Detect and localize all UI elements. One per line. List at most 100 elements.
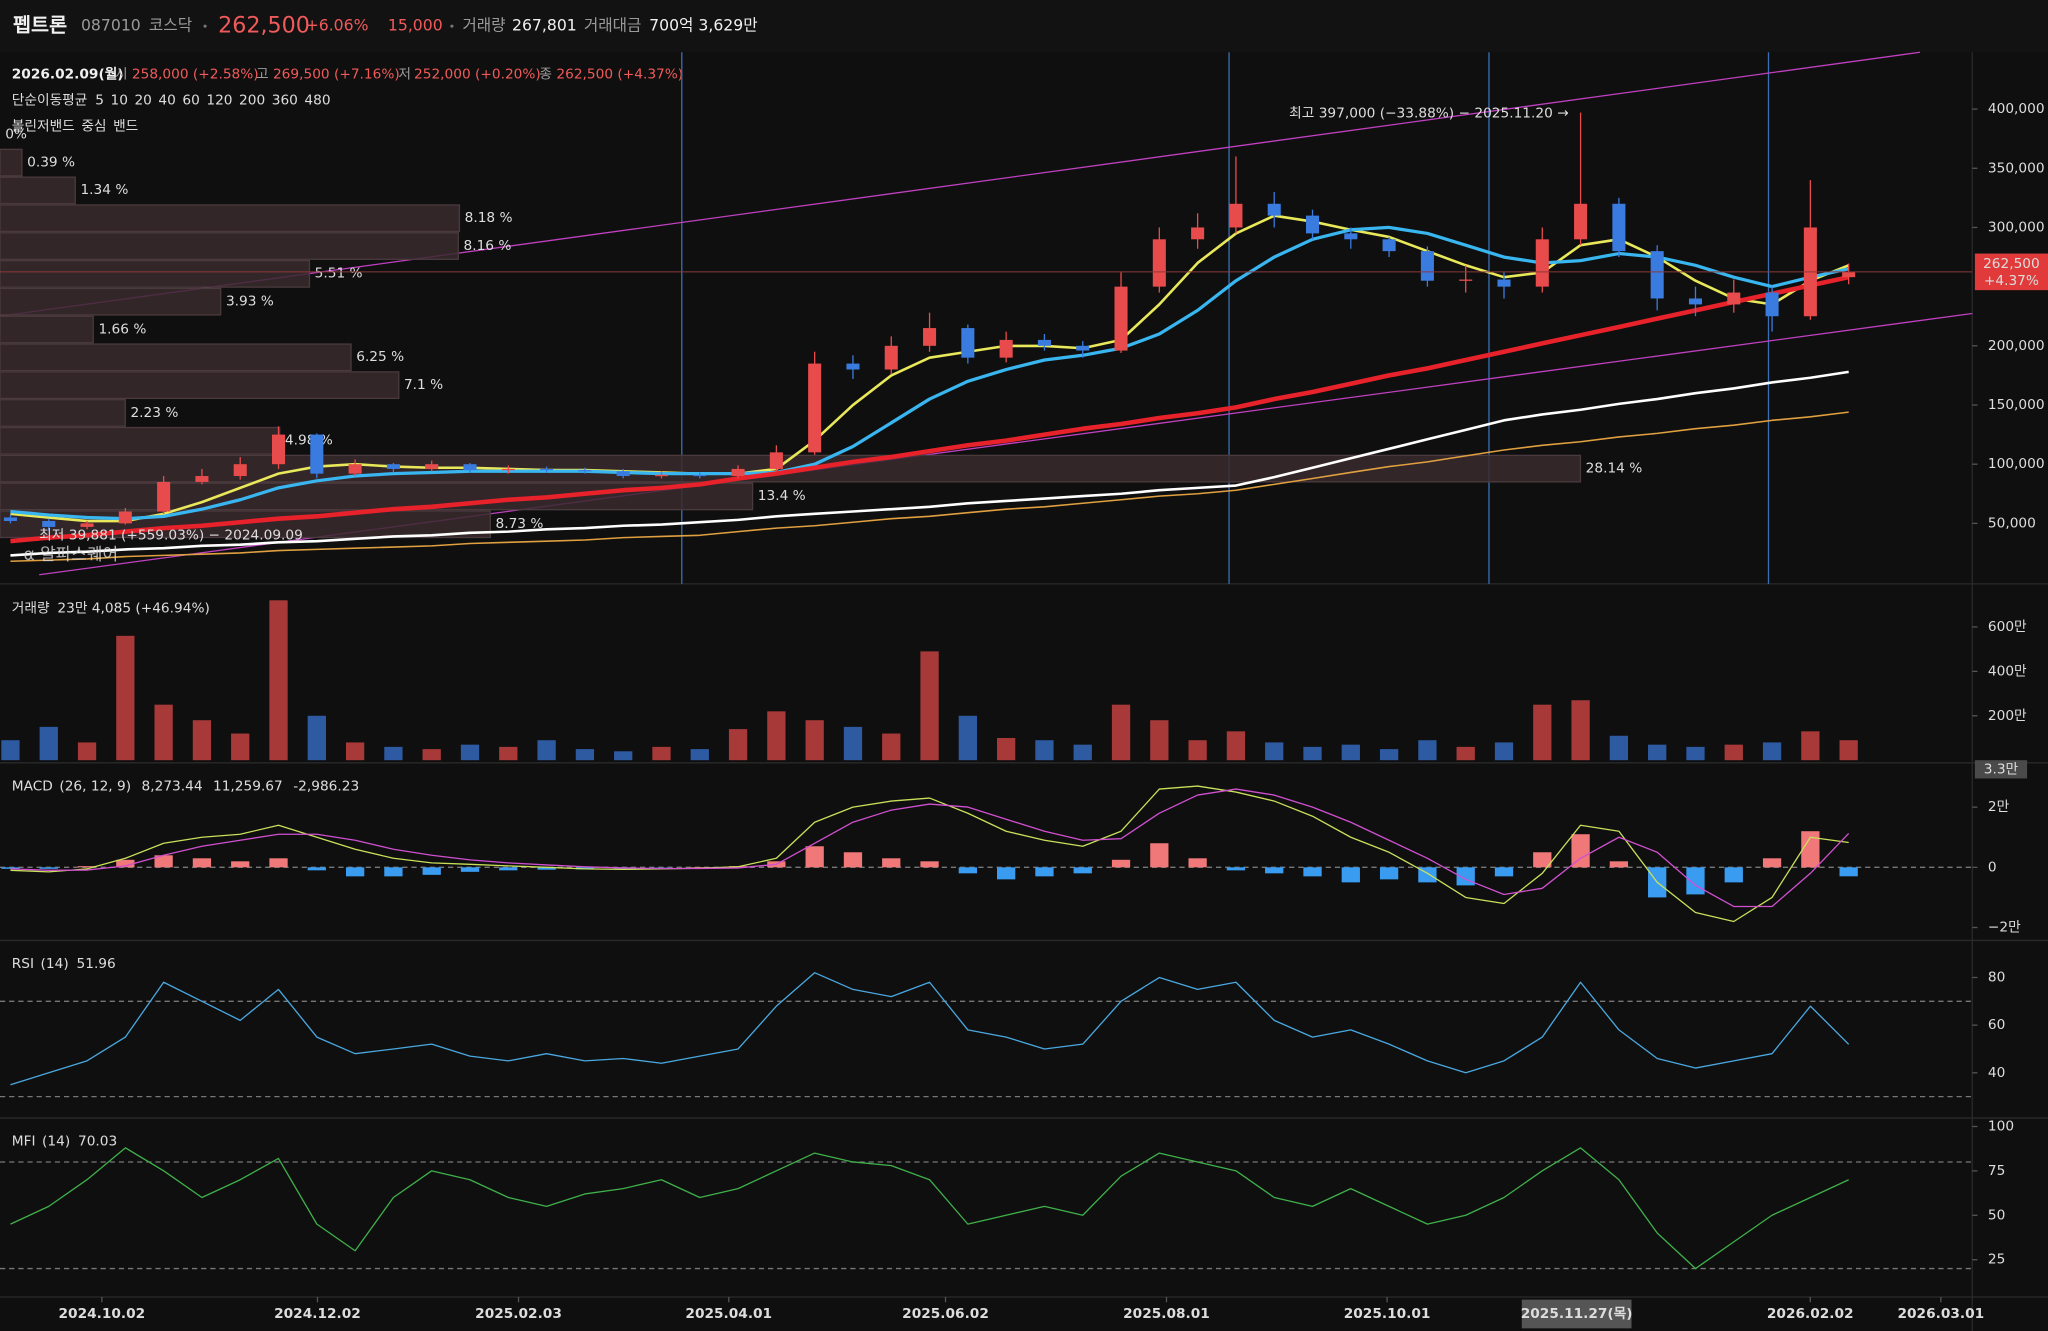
candle-body	[1382, 239, 1396, 252]
high-label: 고	[256, 66, 269, 82]
y-tick-label: 100,000	[1988, 456, 2045, 472]
ma-line	[10, 370, 1849, 557]
stock-name: 펩트론	[13, 14, 67, 37]
change: 15,000	[388, 16, 443, 35]
profile-label: 5.51 %	[315, 266, 363, 282]
volume-bar	[1, 740, 20, 761]
candle-body	[1574, 203, 1588, 240]
histogram-bar	[499, 867, 518, 871]
close-label: 종	[539, 66, 552, 82]
volume-bar	[499, 746, 518, 761]
profile-label: 28.14 %	[1586, 460, 1643, 476]
volume-bar	[728, 729, 748, 761]
panel-title: RSI	[12, 956, 34, 972]
candle-body	[1612, 203, 1626, 252]
x-tick-label: 2025.04.01	[685, 1306, 772, 1322]
volume-bar	[154, 704, 173, 761]
volume-bar	[1111, 704, 1131, 761]
candle-body	[233, 464, 247, 477]
legend-item: 60	[182, 93, 199, 109]
candle-body	[80, 523, 94, 527]
volume-bar	[1839, 740, 1858, 761]
volume-bar	[1303, 746, 1322, 761]
volume-bar	[460, 744, 480, 761]
candle-body	[348, 464, 362, 474]
candle-body	[1076, 345, 1090, 351]
histogram-bar	[154, 855, 173, 868]
candle-body	[195, 476, 209, 482]
x-tick-label: 2025.06.02	[902, 1306, 989, 1322]
volume-bar	[1073, 744, 1092, 761]
profile-bar	[0, 259, 311, 288]
volume-bar	[1265, 742, 1284, 761]
axis-tag	[1974, 760, 2028, 779]
volume-bar	[1226, 731, 1246, 761]
volume-bar	[1609, 735, 1629, 761]
profile-bar	[0, 371, 400, 400]
open: 258,000 (+2.58%)	[132, 66, 259, 82]
volume-bar	[882, 733, 901, 761]
candle-body	[1842, 271, 1856, 278]
histogram-bar	[1226, 867, 1246, 871]
volume-bar	[422, 749, 441, 761]
candle-body	[1688, 298, 1703, 305]
candle-body	[1497, 279, 1511, 287]
volume-bar	[1456, 746, 1475, 761]
candle-body	[3, 517, 17, 522]
histogram-bar	[1801, 831, 1820, 868]
volume-bar	[269, 600, 288, 761]
histogram-bar	[77, 866, 97, 868]
candle-body	[386, 464, 400, 469]
legend-item: 480	[304, 93, 330, 109]
candle-body	[1305, 215, 1320, 234]
volume-bar	[1571, 700, 1590, 761]
trade-value: 700억 3,629만	[649, 16, 758, 35]
histogram-bar	[1035, 867, 1054, 877]
volume-bar	[1762, 742, 1782, 761]
panel-readout: 11,259.67	[213, 778, 283, 794]
volume-bar	[384, 746, 403, 761]
histogram-bar	[1, 867, 20, 869]
legend-item: 10	[110, 93, 127, 109]
profile-bar	[0, 176, 76, 205]
volume-bar	[345, 742, 365, 761]
volume-label: 거래량	[462, 16, 505, 35]
y-tick-label: 100	[1988, 1118, 2014, 1134]
profile-label: 0%	[5, 127, 27, 143]
profile-label: 2.23 %	[130, 405, 178, 421]
profile-bar	[0, 232, 459, 260]
volume-bar	[1150, 720, 1169, 761]
profile-label: 6.25 %	[356, 349, 404, 365]
candle-body	[118, 511, 132, 524]
volume-bar	[767, 711, 786, 761]
volume-bar	[1724, 744, 1743, 761]
x-tick-label: 2025.02.03	[475, 1306, 562, 1322]
price-tag	[1974, 253, 2048, 291]
volume-bar	[1686, 746, 1705, 761]
histogram-bar	[460, 867, 480, 872]
candle-body	[501, 468, 515, 471]
candle-body	[1459, 279, 1473, 281]
volume-bar	[1379, 749, 1399, 761]
min-annotation: 최저 39,881 (+559.03%) − 2024.09.09	[39, 528, 303, 544]
y-tick-label: 80	[1988, 969, 2005, 985]
panel-readout: 8,273.44	[142, 778, 203, 794]
volume-bar	[1035, 740, 1054, 761]
profile-bar	[0, 399, 126, 427]
macd-line	[10, 785, 1849, 923]
x-tick-label: 2025.10.01	[1344, 1306, 1431, 1322]
volume-bar	[1188, 740, 1207, 761]
price-tag-label: 262,500	[1983, 256, 2040, 272]
x-tick-label: 2024.10.02	[59, 1306, 146, 1322]
panel-title: MFI	[12, 1134, 36, 1150]
volume-bar	[307, 715, 326, 761]
header-bar	[0, 0, 2048, 53]
y-tick-label: 350,000	[1988, 160, 2045, 176]
candle-body	[999, 339, 1013, 358]
legend-item: 5	[95, 93, 104, 109]
candle-body	[1727, 292, 1741, 305]
legend-title: 단순이동평균	[12, 93, 88, 109]
change-pct: +6.06%	[306, 16, 369, 35]
volume-bar	[1494, 742, 1514, 761]
